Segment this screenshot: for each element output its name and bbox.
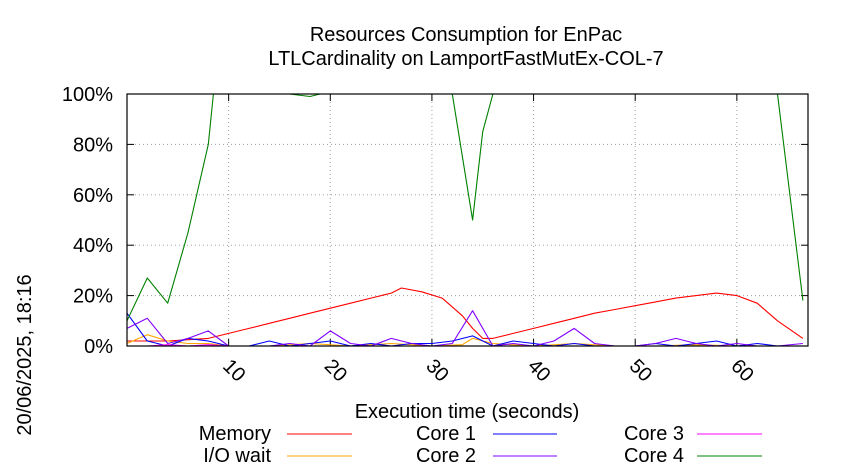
x-tick-label: 60: [726, 355, 757, 386]
chart-title: Resources Consumption for EnPac: [310, 24, 622, 46]
y-tick-label: 20%: [73, 286, 113, 308]
x-tick-label: 40: [523, 355, 554, 386]
legend-label-i-o-wait: I/O wait: [203, 445, 271, 467]
x-tick-label: 30: [422, 355, 453, 386]
y-tick-label: 100%: [62, 84, 113, 106]
plot-frame: [126, 93, 809, 347]
x-tick-label: 20: [320, 355, 351, 386]
y-axis: 0% 20% 40% 60% 80% 100%: [62, 84, 808, 358]
x-tick-label: 50: [625, 355, 656, 386]
plot-series: [126, 93, 804, 347]
y-tick-label: 80%: [73, 134, 113, 156]
chart-subtitle: LTLCardinality on LamportFastMutEx-COL-7: [268, 48, 663, 70]
legend-label-core-4: Core 4: [624, 445, 684, 467]
legend-label-core-2: Core 2: [416, 445, 476, 467]
x-axis-label: Execution time (seconds): [355, 401, 580, 423]
legend-label-core-1: Core 1: [416, 423, 476, 445]
grid: [127, 94, 808, 346]
y-tick-label: 0%: [84, 336, 113, 358]
x-tick-label: 10: [218, 355, 249, 386]
legend-label-memory: Memory: [199, 423, 271, 445]
timestamp: 20/06/2025, 18:16: [14, 274, 36, 435]
y-tick-label: 60%: [73, 185, 113, 207]
legend-label-core-3: Core 3: [624, 423, 684, 445]
series-line-i-o-wait: [126, 334, 803, 347]
y-tick-label: 40%: [73, 235, 113, 257]
series-line-memory: [127, 287, 804, 342]
